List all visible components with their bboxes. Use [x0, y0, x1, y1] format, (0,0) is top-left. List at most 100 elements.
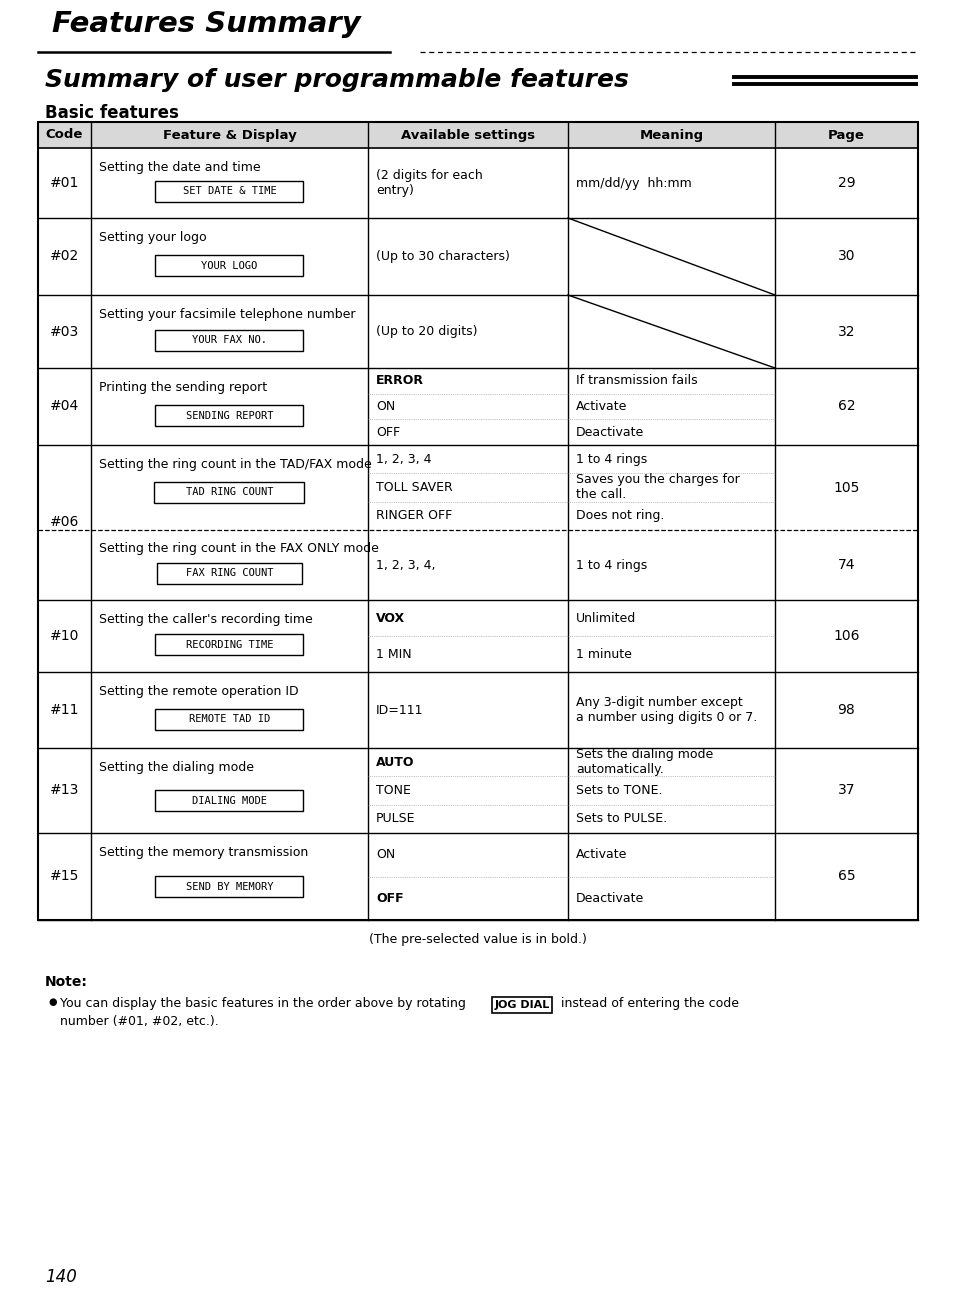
Text: ON: ON	[375, 848, 395, 861]
Text: Setting the caller's recording time: Setting the caller's recording time	[99, 613, 313, 626]
Text: Setting your facsimile telephone number: Setting your facsimile telephone number	[99, 308, 355, 321]
Text: 1 to 4 rings: 1 to 4 rings	[576, 452, 646, 466]
Text: Sets the dialing mode
automatically.: Sets the dialing mode automatically.	[576, 748, 713, 776]
Text: Activate: Activate	[576, 848, 627, 861]
Text: (Up to 30 characters): (Up to 30 characters)	[375, 250, 509, 263]
Text: SET DATE & TIME: SET DATE & TIME	[182, 186, 276, 197]
Text: Any 3-digit number except
a number using digits 0 or 7.: Any 3-digit number except a number using…	[576, 696, 757, 724]
Text: #01: #01	[50, 176, 79, 190]
Text: Printing the sending report: Printing the sending report	[99, 381, 267, 394]
Text: Meaning: Meaning	[639, 129, 702, 142]
Text: You can display the basic features in the order above by rotating: You can display the basic features in th…	[60, 998, 470, 1011]
Bar	[492, 998, 552, 1013]
Text: Setting your logo: Setting your logo	[99, 231, 207, 244]
Text: 1 MIN: 1 MIN	[375, 648, 411, 661]
Text: 140: 140	[45, 1267, 77, 1286]
Text: 74: 74	[837, 558, 854, 572]
Text: YOUR FAX NO.: YOUR FAX NO.	[192, 335, 267, 346]
Text: Setting the date and time: Setting the date and time	[99, 160, 260, 173]
Text: Note:: Note:	[45, 975, 88, 988]
Text: (Up to 20 digits): (Up to 20 digits)	[375, 325, 477, 338]
Text: 29: 29	[837, 176, 855, 190]
Text: #11: #11	[50, 703, 79, 717]
Text: RINGER OFF: RINGER OFF	[375, 510, 452, 523]
Text: Setting the ring count in the TAD/FAX mode: Setting the ring count in the TAD/FAX mo…	[99, 458, 372, 471]
Bar	[155, 406, 303, 426]
Text: 62: 62	[837, 399, 855, 413]
Text: PULSE: PULSE	[375, 812, 416, 825]
Text: Code: Code	[46, 129, 83, 142]
Text: #03: #03	[50, 325, 79, 339]
Bar	[155, 708, 303, 730]
Text: 1 to 4 rings: 1 to 4 rings	[576, 558, 646, 571]
Text: Activate: Activate	[576, 400, 627, 413]
Text: SENDING REPORT: SENDING REPORT	[186, 411, 273, 421]
Bar	[38, 123, 917, 921]
Text: 65: 65	[837, 870, 855, 884]
Text: Deactivate: Deactivate	[576, 892, 643, 905]
Text: Does not ring.: Does not ring.	[576, 510, 663, 523]
Text: 106: 106	[832, 629, 859, 643]
Bar	[157, 562, 302, 583]
Text: (The pre-selected value is in bold.): (The pre-selected value is in bold.)	[369, 932, 586, 945]
Text: #02: #02	[50, 249, 79, 263]
Text: 105: 105	[832, 480, 859, 494]
Text: Basic features: Basic features	[45, 104, 179, 123]
Text: 32: 32	[837, 325, 854, 339]
Text: VOX: VOX	[375, 612, 405, 625]
Text: TONE: TONE	[375, 784, 411, 797]
Text: 1 minute: 1 minute	[576, 648, 631, 661]
Text: Setting the ring count in the FAX ONLY mode: Setting the ring count in the FAX ONLY m…	[99, 542, 378, 556]
Text: number (#01, #02, etc.).: number (#01, #02, etc.).	[60, 1015, 218, 1028]
Text: 98: 98	[837, 703, 855, 717]
Text: Feature & Display: Feature & Display	[162, 129, 296, 142]
Text: ON: ON	[375, 400, 395, 413]
Text: Unlimited: Unlimited	[576, 612, 636, 625]
Text: Sets to TONE.: Sets to TONE.	[576, 784, 661, 797]
Text: ●: ●	[48, 998, 56, 1007]
Bar	[155, 330, 303, 351]
Text: Features Summary: Features Summary	[52, 10, 360, 38]
Text: OFF: OFF	[375, 425, 399, 438]
Bar	[155, 181, 303, 202]
Text: #10: #10	[50, 629, 79, 643]
Bar	[154, 481, 304, 502]
Text: Available settings: Available settings	[400, 129, 535, 142]
Text: ERROR: ERROR	[375, 374, 423, 387]
Text: REMOTE TAD ID: REMOTE TAD ID	[189, 715, 270, 724]
Text: Saves you the charges for
the call.: Saves you the charges for the call.	[576, 473, 739, 502]
Text: TOLL SAVER: TOLL SAVER	[375, 481, 453, 494]
Text: SEND BY MEMORY: SEND BY MEMORY	[186, 882, 273, 892]
Text: Summary of user programmable features: Summary of user programmable features	[45, 68, 628, 93]
Text: TAD RING COUNT: TAD RING COUNT	[186, 486, 273, 497]
Bar	[155, 876, 303, 897]
Text: YOUR LOGO: YOUR LOGO	[201, 261, 257, 271]
Text: #15: #15	[50, 870, 79, 884]
Text: #04: #04	[50, 399, 79, 413]
Text: Deactivate: Deactivate	[576, 425, 643, 438]
Bar	[155, 256, 303, 276]
Text: Setting the memory transmission: Setting the memory transmission	[99, 846, 308, 859]
Text: (2 digits for each
entry): (2 digits for each entry)	[375, 170, 482, 197]
Bar	[155, 634, 303, 655]
Text: RECORDING TIME: RECORDING TIME	[186, 640, 273, 649]
Text: If transmission fails: If transmission fails	[576, 374, 697, 387]
Text: Setting the dialing mode: Setting the dialing mode	[99, 762, 253, 775]
Text: FAX RING COUNT: FAX RING COUNT	[186, 569, 273, 578]
Bar	[155, 790, 303, 811]
Text: 30: 30	[837, 249, 854, 263]
Text: instead of entering the code: instead of entering the code	[557, 998, 739, 1011]
Text: DIALING MODE: DIALING MODE	[192, 795, 267, 806]
Text: 37: 37	[837, 784, 854, 798]
Text: JOG DIAL: JOG DIAL	[494, 1000, 549, 1011]
Text: mm/dd/yy  hh:mm: mm/dd/yy hh:mm	[576, 176, 691, 189]
Text: #06: #06	[50, 515, 79, 529]
Bar	[38, 123, 917, 147]
Text: ID=111: ID=111	[375, 703, 423, 716]
Text: AUTO: AUTO	[375, 755, 414, 768]
Text: Page: Page	[827, 129, 864, 142]
Text: Sets to PULSE.: Sets to PULSE.	[576, 812, 666, 825]
Text: OFF: OFF	[375, 892, 403, 905]
Text: #13: #13	[50, 784, 79, 798]
Text: 1, 2, 3, 4: 1, 2, 3, 4	[375, 452, 431, 466]
